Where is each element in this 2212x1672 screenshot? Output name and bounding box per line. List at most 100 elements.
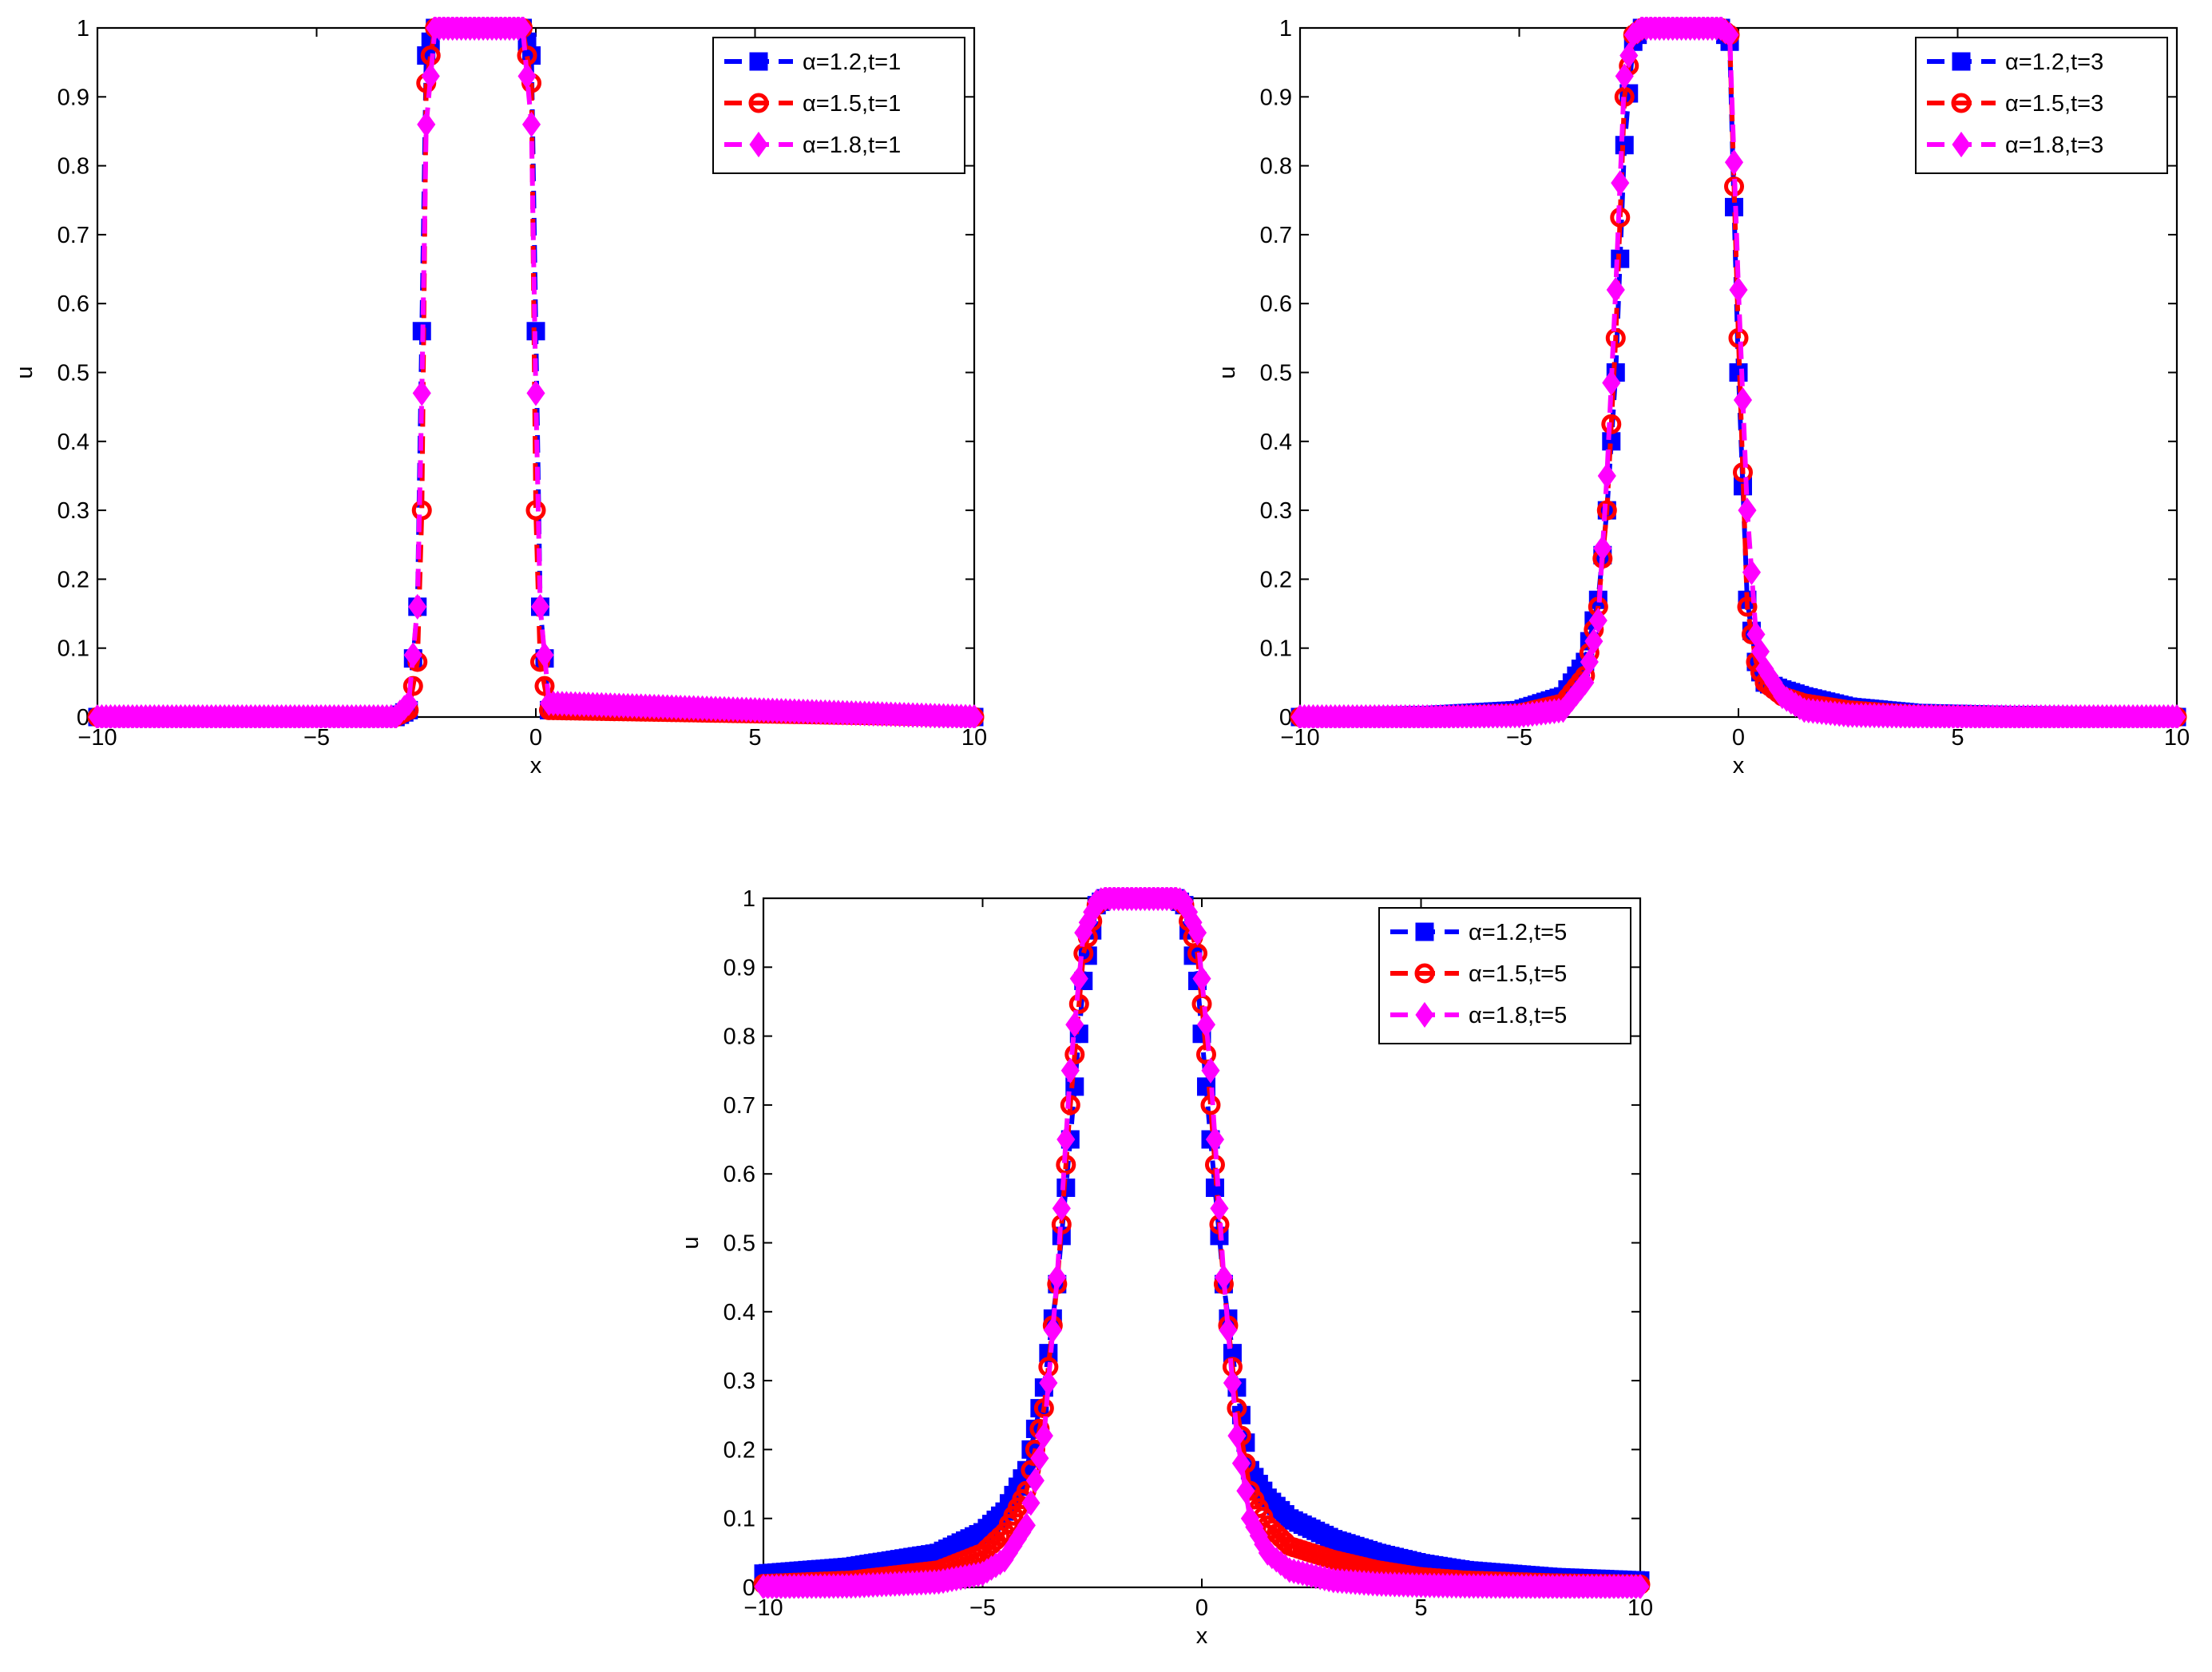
y-tick-label: 0.4 xyxy=(57,430,89,455)
legend-entry: α=1.5,t=5 xyxy=(1390,961,1567,987)
data-point xyxy=(1231,1450,1251,1476)
x-tick-label: −5 xyxy=(303,725,330,751)
y-tick-label: 1 xyxy=(743,886,755,912)
data-point xyxy=(965,703,984,728)
data-point xyxy=(417,111,436,137)
data-point xyxy=(1732,462,1753,483)
y-tick-label: 0.4 xyxy=(1260,430,1292,455)
data-point xyxy=(1219,1317,1238,1343)
series-diamond xyxy=(88,17,984,728)
legend-marker xyxy=(1414,963,1435,984)
data-point xyxy=(1056,1126,1076,1153)
series-layer xyxy=(1290,17,2187,728)
data-point xyxy=(1742,559,1762,585)
data-point xyxy=(1724,149,1744,176)
legend-entry: α=1.8,t=1 xyxy=(724,131,901,158)
data-point xyxy=(1210,1195,1229,1222)
data-point xyxy=(403,642,422,668)
y-tick-label: 0.6 xyxy=(723,1162,755,1187)
series-layer xyxy=(753,887,1651,1599)
data-point xyxy=(1580,648,1599,676)
x-tick-label: 5 xyxy=(1951,725,1964,751)
y-tick-label: 1 xyxy=(1279,16,1292,42)
legend-label: α=1.5,t=1 xyxy=(803,91,901,117)
data-point xyxy=(1738,497,1757,524)
legend-marker xyxy=(1951,93,1972,113)
data-point xyxy=(1631,1574,1650,1599)
data-point xyxy=(530,593,550,620)
data-point xyxy=(1615,63,1634,89)
data-point xyxy=(517,63,537,89)
data-point xyxy=(1214,1264,1234,1290)
y-tick-label: 0.3 xyxy=(1260,498,1292,524)
x-tick-label: 0 xyxy=(1732,725,1745,751)
x-tick-label: 0 xyxy=(1195,1595,1208,1621)
data-point xyxy=(1201,1057,1220,1084)
x-tick-label: 0 xyxy=(529,725,542,751)
y-tick-label: 0.4 xyxy=(723,1300,755,1325)
legend-label: α=1.2,t=1 xyxy=(803,50,901,75)
subplot-3: −10 −5 0 5 10 0 0.1 0.2 0.3 0.4 0.5 0.6 0.7 0.8 0.9 1 x u… xyxy=(678,886,1653,1649)
y-tick-label: 0.7 xyxy=(723,1093,755,1119)
x-tick-label: 10 xyxy=(2164,725,2190,751)
data-point xyxy=(1048,1264,1067,1290)
y-axis-label: u xyxy=(1215,366,1240,378)
y-tick-label: 0.1 xyxy=(1260,636,1292,662)
legend-marker xyxy=(1415,1001,1434,1028)
data-point xyxy=(421,63,440,89)
data-point xyxy=(1017,1512,1036,1539)
y-tick-label: 0.2 xyxy=(723,1437,755,1463)
data-point xyxy=(1021,1490,1041,1516)
y-tick-label: 0.7 xyxy=(57,223,89,248)
y-tick-label: 0.3 xyxy=(723,1369,755,1394)
legend-entry: α=1.5,t=3 xyxy=(1927,91,2103,117)
data-point xyxy=(1065,1012,1084,1038)
data-point xyxy=(521,111,541,137)
legend-entry: α=1.2,t=1 xyxy=(724,50,901,75)
x-tick-label: 10 xyxy=(1627,1595,1653,1621)
data-point xyxy=(1737,596,1758,617)
y-tick-label: 0.8 xyxy=(723,1024,755,1050)
legend-marker xyxy=(749,131,768,158)
y-tick-label: 0.6 xyxy=(57,291,89,317)
data-point xyxy=(1187,920,1207,946)
y-tick-label: 0.5 xyxy=(57,361,89,386)
x-axis-label: x xyxy=(1733,753,1745,779)
data-point xyxy=(1596,500,1617,521)
y-tick-label: 0.6 xyxy=(1260,291,1292,317)
y-tick-label: 0.5 xyxy=(1260,361,1292,386)
legend-label: α=1.8,t=5 xyxy=(1469,1003,1567,1028)
x-axis-label: x xyxy=(530,753,542,779)
y-tick-label: 0.2 xyxy=(1260,567,1292,592)
x-axis-label: x xyxy=(1196,1623,1208,1649)
data-point xyxy=(1034,1423,1053,1449)
y-tick-label: 1 xyxy=(77,16,89,42)
data-point xyxy=(1593,535,1612,561)
data-point xyxy=(535,642,554,668)
x-tick-label: −5 xyxy=(1506,725,1532,751)
x-tick-label: −10 xyxy=(743,1595,783,1621)
legend: α=1.2,t=5 α=1.5,t=5 α=1.8,t=5 xyxy=(1378,907,1631,1044)
y-axis-label: u xyxy=(12,366,38,378)
legend-marker xyxy=(749,52,768,71)
data-point xyxy=(1729,276,1748,303)
data-point xyxy=(408,593,427,620)
data-point xyxy=(1223,1369,1242,1397)
y-tick-label: 0.3 xyxy=(57,498,89,524)
legend-label: α=1.5,t=5 xyxy=(1469,961,1567,987)
y-tick-label: 0.1 xyxy=(723,1507,755,1532)
x-tick-label: −5 xyxy=(969,1595,996,1621)
data-point xyxy=(1584,628,1604,655)
legend-marker xyxy=(1415,922,1434,941)
y-tick-label: 0 xyxy=(1279,705,1292,731)
y-axis-label: u xyxy=(678,1236,704,1249)
x-tick-label: −10 xyxy=(1280,725,1319,751)
legend-label: α=1.5,t=3 xyxy=(2005,91,2103,117)
data-point xyxy=(1196,1012,1216,1038)
legend-entry: α=1.2,t=5 xyxy=(1390,920,1567,945)
data-point xyxy=(1606,276,1625,303)
legend-marker xyxy=(1952,131,1971,158)
subplot-2: −10 −5 0 5 10 0 0.1 0.2 0.3 0.4 0.5 0.6 0.7 0.8 0.9 1 x u… xyxy=(1215,16,2190,779)
legend-label: α=1.2,t=5 xyxy=(1469,920,1567,945)
y-tick-label: 0.2 xyxy=(57,567,89,592)
